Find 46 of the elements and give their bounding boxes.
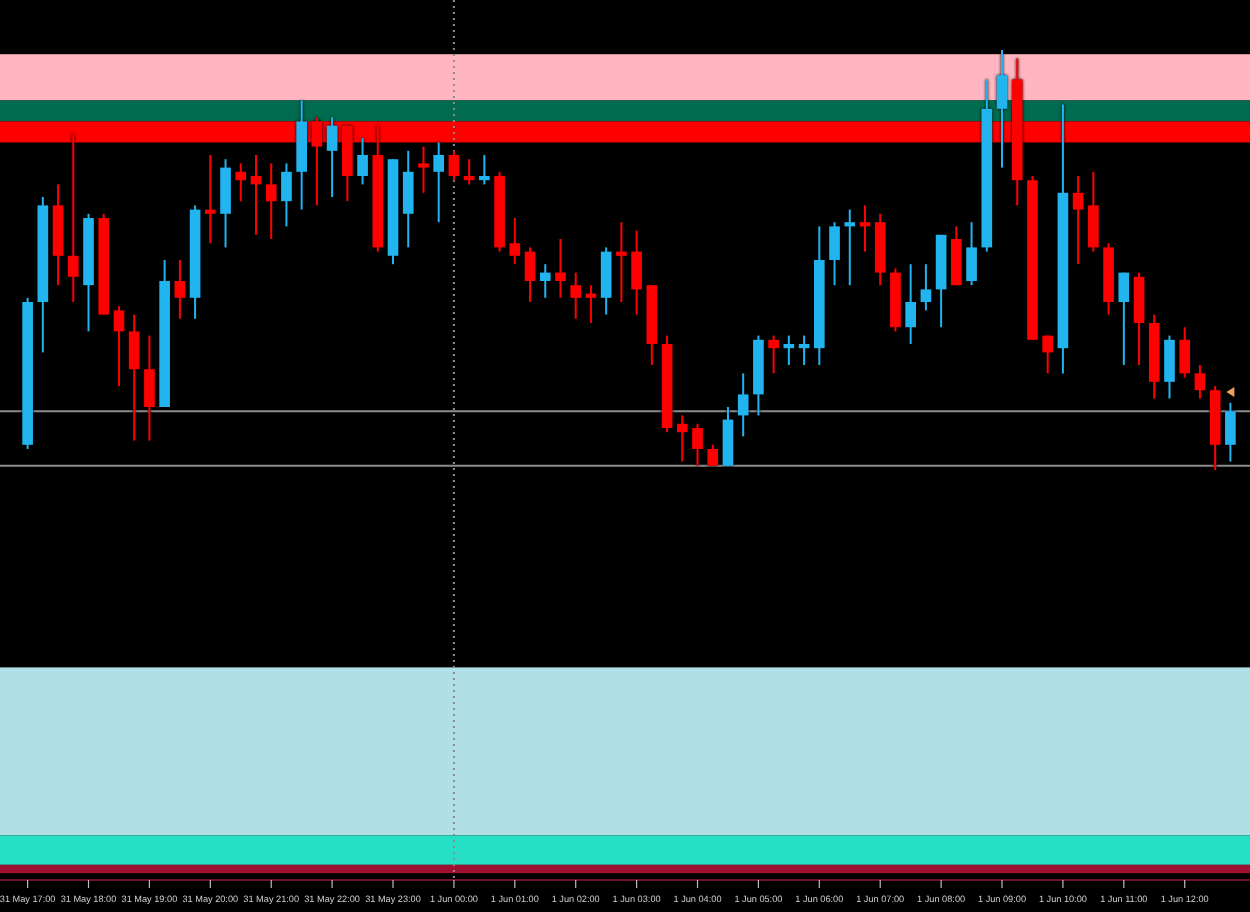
candlestick <box>509 217 521 266</box>
candlestick <box>326 116 338 198</box>
candlestick <box>1042 334 1054 375</box>
candlestick <box>144 334 155 442</box>
candlestick <box>220 158 231 249</box>
candlestick <box>996 49 1008 169</box>
candlestick <box>1133 271 1145 366</box>
candlestick <box>524 246 536 303</box>
candlestick <box>539 263 551 299</box>
candlestick <box>357 137 368 186</box>
candlestick <box>676 414 688 463</box>
candlestick <box>448 149 460 182</box>
candlestick <box>829 221 840 287</box>
candlestick <box>265 162 277 240</box>
candlestick <box>570 271 582 320</box>
candlestick <box>1072 175 1084 266</box>
candlestick <box>1225 401 1236 463</box>
candlestick <box>600 246 612 316</box>
candlestick <box>174 259 186 320</box>
candlestick <box>402 149 414 249</box>
candlestick <box>555 238 566 299</box>
candlestick <box>920 263 932 312</box>
candlestick <box>1164 334 1175 400</box>
candlestick <box>479 154 490 186</box>
candlestick <box>707 443 719 467</box>
candlestick <box>905 263 916 345</box>
candlestick <box>1088 170 1099 253</box>
candlestick <box>1194 364 1206 400</box>
candlestick <box>235 162 247 203</box>
candlestick <box>737 372 749 438</box>
candlestick <box>1118 271 1130 366</box>
candlestick <box>281 162 292 228</box>
candlestick <box>128 313 140 442</box>
candlestick <box>951 225 962 287</box>
candlestick <box>418 145 429 194</box>
candlestick <box>966 221 977 287</box>
candlestick <box>1179 326 1191 379</box>
candlestick <box>204 154 216 245</box>
candlestick <box>433 141 445 224</box>
candlestick <box>692 422 703 467</box>
candlestick <box>844 208 856 287</box>
candlestick <box>768 334 779 375</box>
candlestick <box>722 406 734 467</box>
candlestick <box>113 305 125 387</box>
candlestick <box>631 229 642 316</box>
candlestick <box>616 221 627 303</box>
